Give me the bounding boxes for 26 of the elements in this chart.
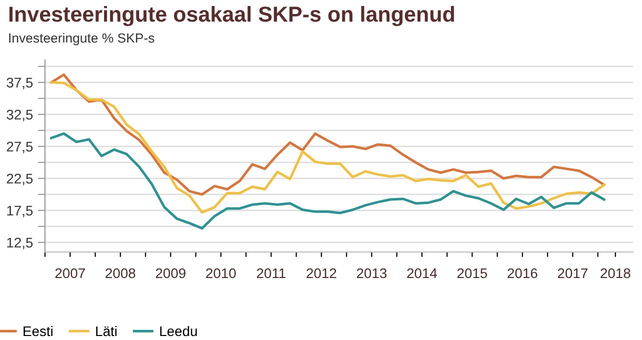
x-tick-label: 2007 bbox=[55, 268, 85, 278]
x-tick-label: 2018 bbox=[600, 268, 630, 278]
y-tick-label: 32,5 bbox=[6, 110, 33, 122]
line-series bbox=[50, 73, 606, 196]
y-tick-label: 17,5 bbox=[7, 206, 33, 218]
x-tick-label: 2016 bbox=[508, 268, 538, 278]
x-tick-label: 2013 bbox=[356, 268, 387, 278]
x-tick-label: 2014 bbox=[407, 268, 437, 278]
x-tick-label: 2012 bbox=[306, 268, 336, 278]
x-tick-label: 2008 bbox=[106, 268, 136, 278]
line-series bbox=[50, 132, 606, 230]
line-series bbox=[50, 81, 606, 214]
x-tick-label: 2009 bbox=[156, 268, 186, 278]
x-tick-label: 2011 bbox=[256, 268, 286, 278]
y-tick-label: 37,5 bbox=[6, 78, 33, 90]
legend-label: Eesti bbox=[24, 326, 52, 336]
y-tick-label: 27,5 bbox=[6, 142, 33, 154]
x-tick-label: 2017 bbox=[558, 268, 588, 278]
chart-subtitle: Investeeringute % SKP-s bbox=[9, 33, 154, 46]
x-tick-label: 2010 bbox=[206, 268, 236, 278]
y-tick-label: 12,5 bbox=[7, 238, 33, 250]
legend-label: Leedu bbox=[160, 326, 197, 336]
y-tick-label: 22,5 bbox=[6, 174, 33, 186]
x-tick-label: 2015 bbox=[457, 268, 488, 278]
chart-title: Investeeringute osakaal SKP-s on langenud bbox=[9, 6, 454, 26]
legend-label: Läti bbox=[96, 326, 116, 336]
